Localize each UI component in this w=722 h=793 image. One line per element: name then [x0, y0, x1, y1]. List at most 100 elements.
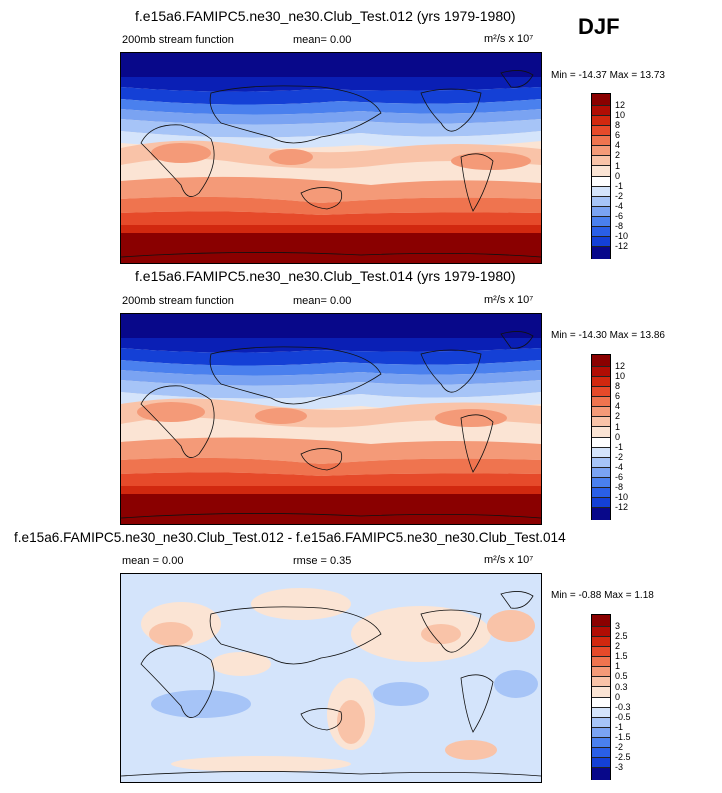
colorbar-tick-label: -3	[615, 762, 624, 773]
colorbar-tick-label: 0.5	[615, 671, 628, 682]
colorbar-tick-label: 1	[615, 421, 621, 432]
colorbar-tick-label: -2	[615, 451, 624, 462]
panel2-minmax: Min = -14.30 Max = 13.86	[551, 330, 665, 341]
panel1-cbar-box	[592, 186, 610, 197]
colorbar-tick-label: 0	[615, 170, 621, 181]
panel3-cbar-box	[592, 758, 610, 769]
panel3-cbar-box	[592, 647, 610, 658]
panel3-title: f.e15a6.FAMIPC5.ne30_ne30.Club_Test.012 …	[14, 530, 566, 545]
panel1-cbar-box	[592, 115, 610, 127]
colorbar-tick-label: 2	[615, 411, 621, 422]
colorbar-tick-label: 4	[615, 140, 621, 151]
colorbar-tick-label: 2	[615, 641, 621, 652]
colorbar-tick-label: -1	[615, 180, 624, 191]
colorbar-tick-label: -0.5	[615, 711, 631, 722]
colorbar-tick-label: -1.5	[615, 732, 631, 742]
panel3-cbar-box	[592, 727, 610, 738]
panel2-cbar-box	[592, 457, 610, 468]
panel1-map	[120, 52, 542, 264]
panel1-cbar-box	[592, 227, 610, 238]
panel2-colorbar-labels: 12 10 8 6 4 2 1 0 -1 -2 -4 -6 -8 -10 -12	[615, 354, 645, 518]
panel1-cbar-box	[592, 105, 610, 116]
panel2-field-svg	[121, 314, 541, 524]
colorbar-tick-label: 2.5	[615, 631, 628, 641]
colorbar-tick-label: -2	[615, 190, 624, 201]
panel3-colorbar	[591, 614, 611, 781]
colorbar-tick-label: 12	[615, 360, 626, 371]
colorbar-tick-label: 10	[615, 110, 626, 120]
panel1-cbar-box	[592, 126, 610, 137]
panel1-colorbar-labels: 12 10 8 6 4 2 1 0 -1 -2 -4 -6 -8 -10 -12	[615, 93, 645, 257]
panel1-cbar-box	[592, 166, 610, 177]
panel1-cbar-box	[592, 176, 610, 187]
panel1-field-svg	[121, 53, 541, 263]
panel1-title: f.e15a6.FAMIPC5.ne30_ne30.Club_Test.012 …	[135, 8, 516, 24]
panel1-units: m²/s x 10⁷	[484, 33, 534, 45]
panel2-cbar-box	[592, 427, 610, 438]
colorbar-tick-label: 12	[615, 99, 626, 110]
panel3-cbar-box	[592, 697, 610, 708]
panel1-field-label: 200mb stream function	[122, 34, 234, 46]
colorbar-tick-label: -4	[615, 461, 624, 472]
panel3-cbar-box	[592, 748, 610, 759]
colorbar-tick-label: -6	[615, 472, 624, 482]
panel2-units: m²/s x 10⁷	[484, 294, 534, 306]
panel3-rmse-label: rmse = 0.35	[293, 555, 352, 567]
panel3-cbar-box	[592, 615, 610, 627]
colorbar-tick-label: 8	[615, 120, 621, 131]
panel2-colorbar	[591, 354, 611, 521]
panel3-units: m²/s x 10⁷	[484, 554, 534, 566]
colorbar-tick-label: -1	[615, 721, 624, 732]
panel1-cbar-box	[592, 156, 610, 167]
panel1-cbar-box	[592, 206, 610, 217]
panel1-minmax: Min = -14.37 Max = 13.73	[551, 70, 665, 81]
colorbar-tick-label: -0.3	[615, 701, 631, 712]
colorbar-tick-label: 0	[615, 431, 621, 442]
panel2-cbar-box	[592, 407, 610, 418]
colorbar-tick-label: 4	[615, 401, 621, 412]
panel3-cbar-box	[592, 677, 610, 688]
panel3-cbar-box	[592, 667, 610, 678]
panel2-cbar-box	[592, 366, 610, 377]
panel1-cbar-box	[592, 146, 610, 157]
panel3-cbar-box	[592, 687, 610, 698]
colorbar-tick-label: -6	[615, 211, 624, 221]
colorbar-tick-label: 6	[615, 130, 621, 141]
panel1-cbar-box	[592, 237, 610, 248]
panel2-cbar-box	[592, 397, 610, 408]
panel1-mean-label: mean= 0.00	[293, 34, 352, 46]
colorbar-tick-label: -10	[615, 231, 629, 242]
panel1-cbar-box	[592, 216, 610, 228]
panel3-map	[120, 573, 542, 783]
panel1-colorbar	[591, 93, 611, 260]
panel1-cbar-box	[592, 136, 610, 147]
colorbar-tick-label: -10	[615, 492, 629, 503]
colorbar-tick-label: 1	[615, 160, 621, 171]
panel3-cbar-box	[592, 626, 610, 637]
panel2-cbar-box	[592, 417, 610, 428]
panel3-cbar-box	[592, 707, 610, 718]
panel2-cbar-box	[592, 488, 610, 499]
panel2-cbar-box	[592, 437, 610, 448]
colorbar-tick-label: -8	[615, 221, 624, 232]
panel2-map	[120, 313, 542, 525]
panel1-cbar-box	[592, 196, 610, 207]
panel2-title: f.e15a6.FAMIPC5.ne30_ne30.Club_Test.014 …	[135, 268, 516, 284]
colorbar-tick-label: -12	[615, 241, 629, 252]
panel3-cbar-box	[592, 737, 610, 749]
panel1-cbar-box	[592, 247, 610, 260]
panel2-mean-label: mean= 0.00	[293, 295, 352, 307]
colorbar-tick-label: 1	[615, 661, 621, 672]
panel3-field-svg	[121, 574, 541, 782]
season-label: DJF	[578, 14, 620, 39]
panel2-cbar-box	[592, 467, 610, 478]
colorbar-tick-label: 2	[615, 150, 621, 161]
panel2-cbar-box	[592, 508, 610, 521]
panel3-cbar-box	[592, 717, 610, 728]
colorbar-tick-label: 1.5	[615, 651, 628, 662]
colorbar-tick-label: -12	[615, 502, 629, 513]
colorbar-tick-label: 6	[615, 391, 621, 402]
panel2-cbar-box	[592, 387, 610, 398]
colorbar-tick-label: 8	[615, 381, 621, 392]
colorbar-tick-label: 0	[615, 691, 621, 702]
